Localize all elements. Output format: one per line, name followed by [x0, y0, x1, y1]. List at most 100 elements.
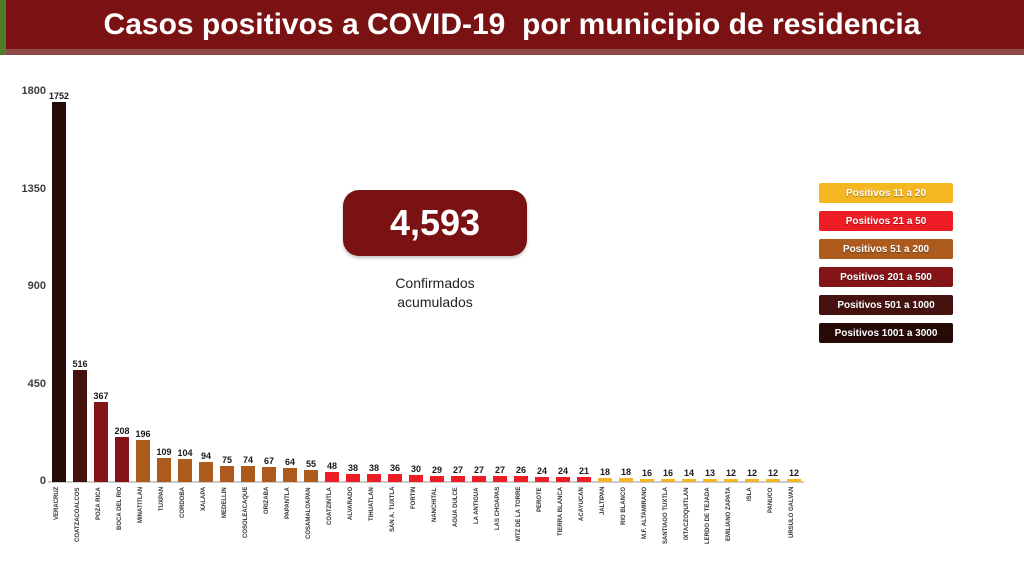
- bar-value-label: 75: [221, 455, 233, 465]
- bar: 48 COATZINTLA: [325, 461, 339, 525]
- bar-value-label: 18: [620, 467, 632, 477]
- bar: 67 ORIZABA: [262, 456, 276, 514]
- bar: 64 PAPANTLA: [283, 457, 297, 519]
- total-cases-caption: Confirmados acumulados: [355, 274, 515, 312]
- bar: 1752 VERACRUZ: [49, 91, 69, 520]
- bar-category-label: MEDELLIN: [222, 487, 228, 518]
- bar: 516 COATZACOALCOS: [72, 359, 87, 542]
- bar: 74 COSOLEACAQUE: [241, 455, 255, 538]
- bar-category-label: PEROTE: [537, 487, 543, 512]
- page-title: Casos positivos a COVID-19 por municipio…: [103, 7, 921, 41]
- bar: 38 ALVARADO: [346, 463, 360, 520]
- green-accent-strip: [0, 0, 6, 55]
- bar-category-label: LAS CHOAPAS: [495, 487, 501, 531]
- bar-category-label: EMILIANO ZAPATA: [726, 487, 732, 541]
- bar: 55 COSAMALOAPAN: [304, 459, 318, 539]
- bar-value-label: 18: [599, 467, 611, 477]
- bar-value-label: 30: [410, 464, 422, 474]
- bar-category-label: BOCA DEL RIO: [117, 487, 123, 531]
- bar: 14 IXTACZOQUITLAN: [682, 468, 696, 540]
- bar: 367 POZA RICA: [93, 391, 108, 520]
- bar-value-label: 27: [473, 465, 485, 475]
- bar-category-label: JALTIPAN: [600, 487, 606, 516]
- bar-value-label: 516: [72, 359, 88, 369]
- bar-category-label: ACAYUCAN: [579, 487, 585, 521]
- bar: 38 TIHUATLAN: [367, 463, 381, 521]
- total-cases-value: 4,593: [389, 202, 481, 243]
- bar-category-label: URSULO GALVAN: [789, 487, 795, 539]
- legend-item: Positivos 201 a 500: [819, 267, 953, 287]
- bar-category-label: MTZ DE LA TORRE: [516, 487, 522, 542]
- bar: 18 JALTIPAN: [598, 467, 612, 515]
- bar-value-label: 38: [347, 463, 359, 473]
- bar: 29 NANCHITAL: [430, 465, 444, 522]
- bar-category-label: MINATITLAN: [138, 487, 144, 524]
- bar: 26 MTZ DE LA TORRE: [514, 465, 528, 541]
- bar: 12 EMILIANO ZAPATA: [724, 468, 738, 541]
- title-banner: Casos positivos a COVID-19 por municipio…: [0, 0, 1024, 55]
- bar: 75 MEDELLIN: [220, 455, 234, 518]
- y-tick-label: 0: [39, 475, 46, 487]
- bar-value-label: 29: [431, 465, 443, 475]
- bar-category-label: TUXPAN: [159, 487, 165, 512]
- legend: Positivos 11 a 20 Positivos 21 a 50 Positi…: [819, 183, 953, 351]
- bar-category-label: COATZACOALCOS: [75, 487, 81, 542]
- legend-item: Positivos 11 a 20: [819, 183, 953, 203]
- bar: 36 SAN A. TUXTLA: [388, 463, 402, 532]
- bar: 18 RIO BLANCO: [619, 467, 633, 525]
- legend-item: Positivos 21 a 50: [819, 211, 953, 231]
- bar: 27 LA ANTIGUA: [472, 465, 486, 524]
- bar: 12 URSULO GALVAN: [787, 468, 801, 538]
- bar-value-label: 74: [242, 455, 254, 465]
- bar: 16 M.F. ALTAMIRANO: [640, 468, 654, 539]
- bar-value-label: 196: [135, 429, 151, 439]
- bar-value-label: 16: [662, 468, 674, 478]
- bar: 27 LAS CHOAPAS: [493, 465, 507, 530]
- caption-line-2: acumulados: [397, 294, 473, 310]
- y-tick-label: 450: [27, 377, 46, 390]
- bar-category-label: COSOLEACAQUE: [243, 487, 249, 539]
- bar: 21 ACAYUCAN: [577, 466, 591, 521]
- bar-value-label: 12: [767, 468, 779, 478]
- bar-value-label: 14: [683, 468, 695, 478]
- bar-chart: 1752 VERACRUZ 516 COATZACOALCOS 367 POZA RICA…: [49, 91, 801, 544]
- bar: 94 XALAPA: [199, 451, 213, 511]
- bar-category-label: IXTACZOQUITLAN: [684, 487, 690, 540]
- x-axis-line: [48, 481, 804, 483]
- bar-value-label: 67: [263, 456, 275, 466]
- bar-value-label: 21: [578, 466, 590, 476]
- bar: 24 TIERRA BLANCA: [556, 466, 570, 536]
- bar: 104 CORDOBA: [177, 448, 192, 518]
- bar-category-label: COSAMALOAPAN: [306, 487, 312, 539]
- legend-item: Positivos 1001 a 3000: [819, 323, 953, 343]
- bar-value-label: 208: [114, 426, 130, 436]
- y-tick-label: 1800: [21, 85, 46, 97]
- bar-value-label: 367: [93, 391, 109, 401]
- bar-category-label: LA ANTIGUA: [474, 487, 480, 524]
- bar-value-label: 38: [368, 463, 380, 473]
- bar-category-label: NANCHITAL: [432, 487, 438, 522]
- bar-category-label: ALVARADO: [348, 487, 354, 521]
- total-cases-box: 4,593: [343, 190, 527, 256]
- bar: 208 BOCA DEL RIO: [114, 426, 129, 530]
- bar-value-label: 1752: [48, 91, 70, 101]
- bar-category-label: SAN A. TUXTLA: [390, 487, 396, 533]
- bar-value-label: 55: [305, 459, 317, 469]
- bar-category-label: XALAPA: [201, 487, 207, 512]
- bar: 30 FORTIN: [409, 464, 423, 509]
- bar-value-label: 24: [536, 466, 548, 476]
- bar-category-label: ORIZABA: [264, 487, 270, 515]
- bar-category-label: M.F. ALTAMIRANO: [642, 487, 648, 540]
- bar-value-label: 27: [494, 465, 506, 475]
- bar: 13 LERDO DE TEJADA: [703, 468, 717, 544]
- bar: 24 PEROTE: [535, 466, 549, 512]
- bar-value-label: 12: [725, 468, 737, 478]
- bar-value-label: 13: [704, 468, 716, 478]
- bar-category-label: RIO BLANCO: [621, 487, 627, 525]
- bar-category-label: VERACRUZ: [54, 487, 60, 521]
- bar: 196 MINATITLAN: [135, 429, 150, 523]
- bar-category-label: PANUCO: [768, 487, 774, 513]
- bar-value-label: 94: [200, 451, 212, 461]
- bar: 12 ISLA: [745, 468, 759, 501]
